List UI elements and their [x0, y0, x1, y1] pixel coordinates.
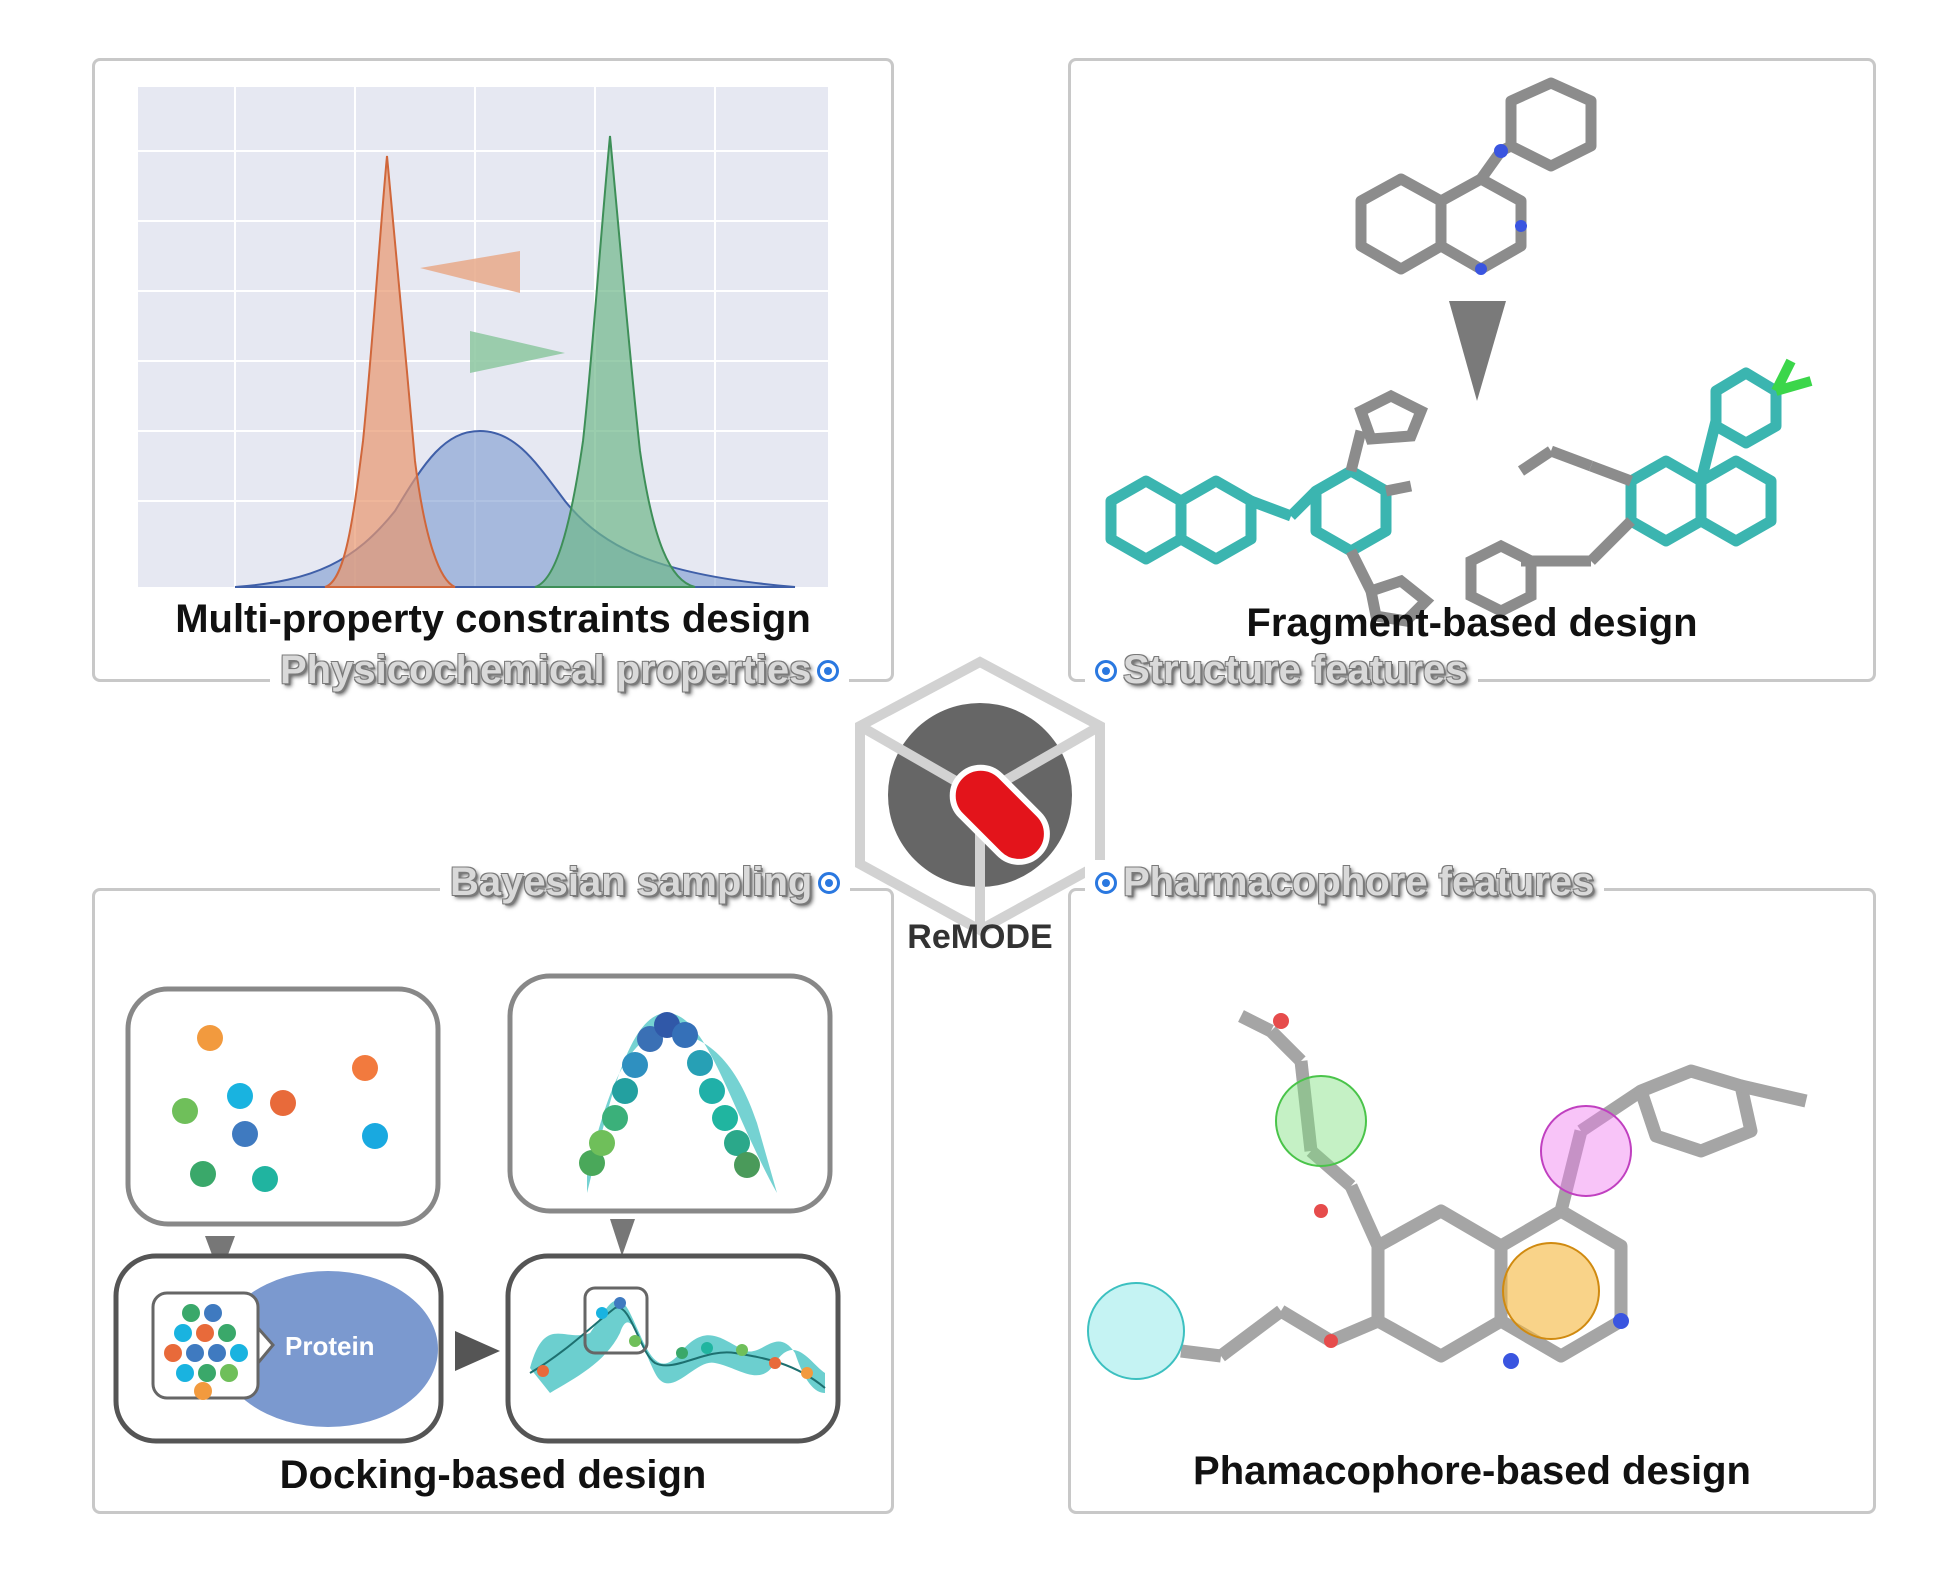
feature-label-physicochemical: Physicochemical properties: [270, 648, 850, 693]
feature-dot-icon: [1095, 871, 1117, 894]
panel-title-pharmacophore: Phamacophore-based design: [1193, 1449, 1751, 1493]
green-shift-arrow-icon: [470, 331, 565, 373]
feature-label-structure: Structure features: [1085, 648, 1478, 693]
histogram-chart: [138, 87, 828, 588]
generated-molecule-a: [1105, 465, 1392, 565]
sample-points: [579, 1012, 760, 1178]
gaussian-process-box: [505, 1253, 841, 1444]
feature-text: Physicochemical properties: [280, 648, 812, 692]
panel-title-docking: Docking-based design: [279, 1453, 707, 1497]
feature-text: Bayesian sampling: [450, 860, 813, 904]
feature-text: Pharmacophore features: [1123, 860, 1595, 904]
pharmacophore-sphere-magenta-icon: [1540, 1105, 1632, 1197]
feature-label-bayesian: Bayesian sampling: [440, 860, 851, 905]
fragment-molecule: [1355, 77, 1597, 275]
feature-dot-icon: [818, 871, 841, 894]
orange-shift-arrow-icon: [420, 251, 520, 293]
panel-multi-property: Multi-property constraints design: [92, 58, 894, 682]
pharmacophore-sphere-cyan-icon: [1087, 1282, 1185, 1380]
generated-molecule-b: [1625, 367, 1782, 547]
brand-name: ReMODE: [907, 918, 1053, 956]
flow-arrow-icon: [455, 1331, 500, 1371]
docking-box: [113, 1253, 444, 1444]
feature-text: Structure features: [1123, 648, 1468, 692]
green-distribution: [534, 135, 696, 588]
orange-distribution: [324, 155, 456, 588]
panel-pharmacophore: Phamacophore-based design: [1068, 888, 1876, 1514]
fragment-arrow-icon: [1449, 301, 1506, 401]
feature-dot-icon: [1095, 659, 1117, 682]
protein-label: Protein: [285, 1331, 375, 1361]
panel-docking: Protein Docking-based design: [92, 888, 894, 1514]
gaussian-process-zoom-box: [507, 973, 833, 1214]
pharmacophore-sphere-green-icon: [1275, 1075, 1367, 1167]
zoom-arrow-icon: [610, 1219, 635, 1256]
protein-blob-icon: [218, 1271, 438, 1427]
feature-dot-icon: [817, 659, 840, 682]
feature-label-pharmacophore: Pharmacophore features: [1085, 860, 1605, 905]
panel-title-fragment: Fragment-based design: [1246, 601, 1698, 645]
candidate-sampling-box: [125, 986, 441, 1227]
hexagon-logo-icon: [855, 656, 1105, 936]
panel-fragment: Fragment-based design: [1068, 58, 1876, 682]
pharmacophore-molecule: [1087, 1010, 1808, 1380]
fragment-molecules: [1105, 77, 1813, 627]
panel-title-multi-property: Multi-property constraints design: [175, 597, 811, 641]
pharmacophore-sphere-orange-icon: [1502, 1242, 1600, 1340]
